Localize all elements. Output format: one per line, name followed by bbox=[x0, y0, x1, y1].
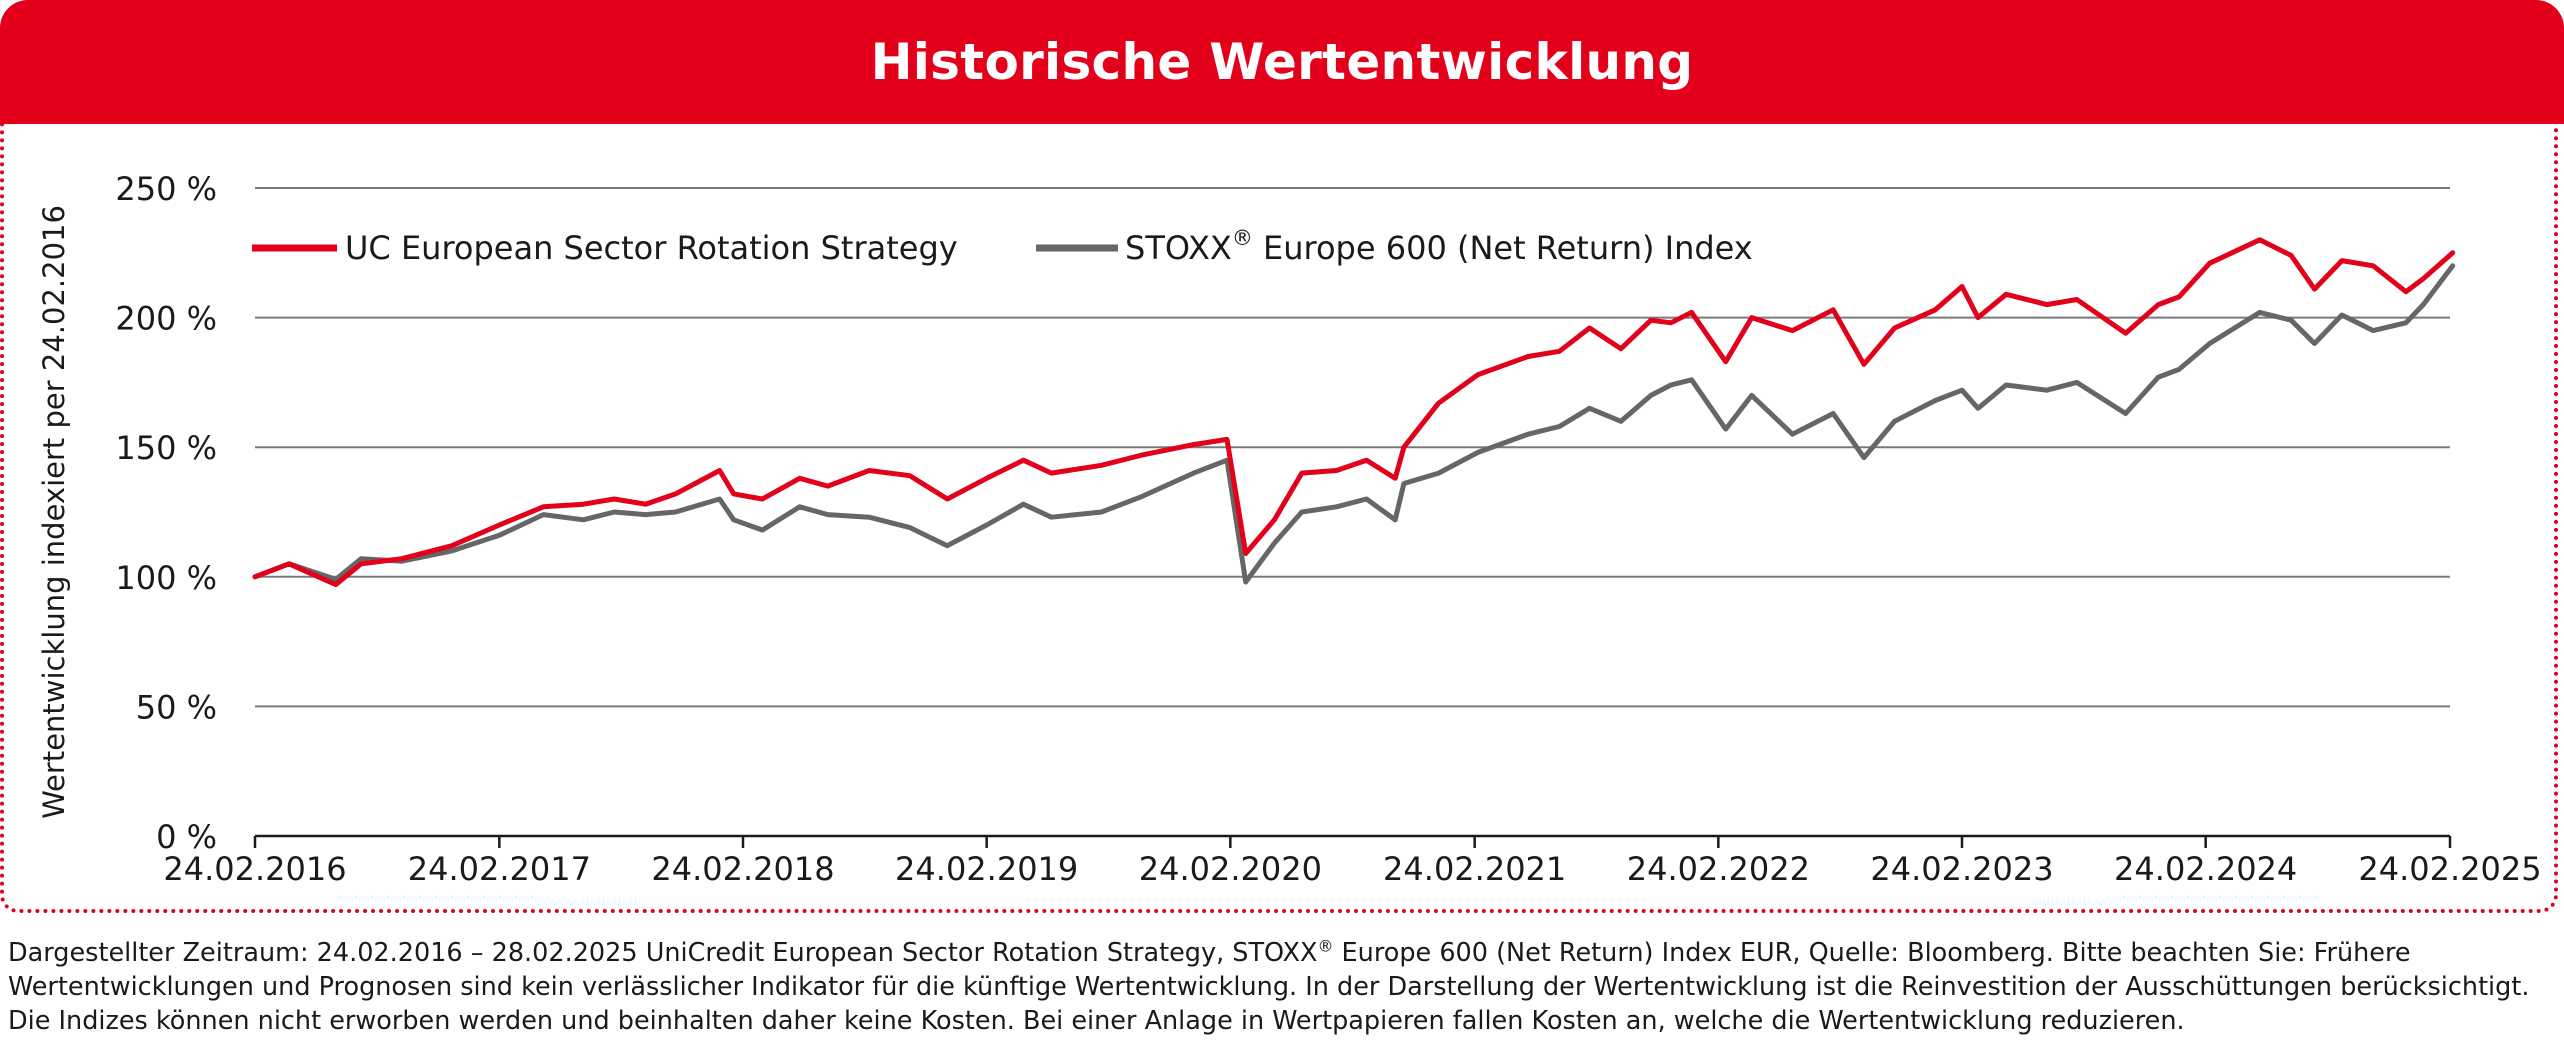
y-tick-label: 100 % bbox=[115, 559, 217, 597]
grid-lines bbox=[255, 187, 2450, 708]
x-axis: 24.02.2016 24.02.2017 24.02.2018 24.02.2019… bbox=[163, 834, 2542, 888]
page-title: Historische Wertentwicklung bbox=[870, 33, 1694, 91]
chart-header: Historische Wertentwicklung bbox=[0, 0, 2564, 124]
line-chart: 0 % 50 % 100 % 150 % 200 % 250 % Wertentwickl… bbox=[37, 170, 2542, 888]
x-tick-label: 24.02.2018 bbox=[651, 850, 834, 888]
x-tick-label: 24.02.2024 bbox=[2114, 850, 2297, 888]
footnote-line-2: Wertentwicklungen und Prognosen sind kei… bbox=[8, 972, 2530, 1002]
x-tick-label: 24.02.2022 bbox=[1627, 850, 1810, 888]
y-tick-label: 0 % bbox=[156, 818, 217, 856]
x-tick-label: 24.02.2021 bbox=[1383, 850, 1566, 888]
y-axis-tick-labels: 0 % 50 % 100 % 150 % 200 % 250 % bbox=[115, 170, 217, 856]
x-tick-label: 24.02.2020 bbox=[1139, 850, 1322, 888]
series-lines bbox=[252, 237, 2456, 588]
x-tick-label: 24.02.2023 bbox=[1870, 850, 2053, 888]
y-tick-label: 250 % bbox=[115, 170, 217, 208]
footnote: Dargestellter Zeitraum: 24.02.2016 – 28.… bbox=[8, 936, 2556, 1038]
series-line-stoxx-index bbox=[252, 263, 2456, 585]
x-tick-label: 24.02.2025 bbox=[2358, 850, 2541, 888]
y-axis-label: Wertentwicklung indexiert per 24.02.2016 bbox=[37, 205, 71, 819]
legend-label-uc-strategy: UC European Sector Rotation Strategy bbox=[345, 229, 958, 267]
footnote-line-1: Dargestellter Zeitraum: 24.02.2016 – 28.… bbox=[8, 936, 2411, 968]
legend-label-stoxx-index: STOXX® Europe 600 (Net Return) Index bbox=[1125, 226, 1753, 267]
x-tick-label: 24.02.2019 bbox=[895, 850, 1078, 888]
series-line-uc-strategy bbox=[252, 237, 2456, 588]
footnote-line-3: Die Indizes können nicht erworben werden… bbox=[8, 1006, 2185, 1036]
y-tick-label: 50 % bbox=[136, 688, 217, 726]
y-tick-label: 150 % bbox=[115, 429, 217, 467]
y-tick-label: 200 % bbox=[115, 300, 217, 338]
x-tick-label: 24.02.2017 bbox=[408, 850, 591, 888]
legend: UC European Sector Rotation Strategy STO… bbox=[252, 226, 1753, 267]
x-tick-label: 24.02.2016 bbox=[163, 850, 346, 888]
